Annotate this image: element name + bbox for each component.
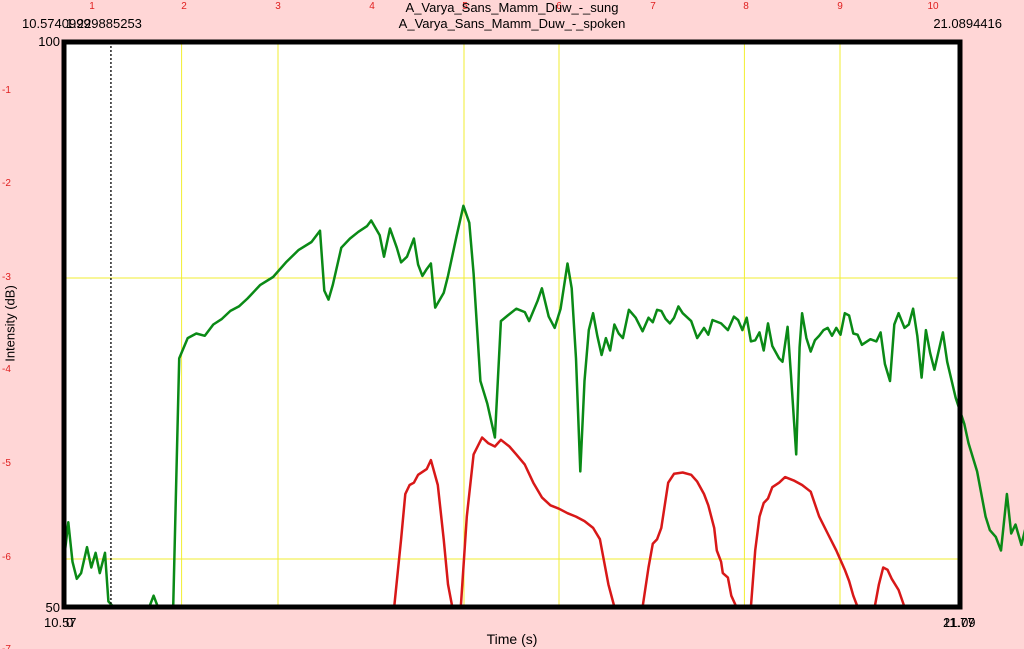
- side-tick-label: -7: [2, 644, 11, 649]
- side-tick-label: -3: [2, 272, 11, 283]
- plot-frame: [61, 39, 963, 610]
- top-tick-label: 7: [650, 1, 656, 12]
- side-tick-label: -2: [2, 178, 11, 189]
- series-layer: [62, 204, 1024, 609]
- left-start-time: 10.5740999: [22, 16, 91, 31]
- top-tick-label: 9: [837, 1, 843, 12]
- top-tick-label: 4: [369, 1, 375, 12]
- title-spoken: A_Varya_Sans_Mamm_Duw_-_spoken: [398, 16, 626, 31]
- x-tick-right-b: 11.77: [943, 615, 975, 630]
- side-tick-label: -5: [2, 458, 11, 469]
- top-tick-label: 10: [927, 1, 939, 12]
- x-tick-left-a: 10.57: [44, 615, 77, 630]
- side-tick-label: -1: [2, 85, 11, 96]
- side-tick-label: -6: [2, 552, 11, 563]
- right-end-time: 21.0894416: [933, 16, 1002, 31]
- side-red-ticks: -1 -2 -3 -4 -5 -6 -7: [2, 85, 11, 649]
- grid-lines: [64, 42, 960, 607]
- x-tick-right-a: 21.09: [943, 615, 976, 630]
- top-red-ticks: 1 2 3 4 5 6 7 8 9 10: [89, 1, 939, 12]
- series-line-spoken: [392, 436, 914, 609]
- top-tick-label: 1: [89, 1, 95, 12]
- x-tick-left-b: 0: [66, 615, 73, 630]
- series-line-sung: [62, 204, 1024, 609]
- x-axis-label: Time (s): [486, 631, 538, 647]
- top-tick-label: 8: [743, 1, 749, 12]
- top-tick-label: 6: [556, 1, 562, 12]
- left-start-time-overlap: 1.229885253: [66, 16, 142, 31]
- top-tick-label: 3: [275, 1, 281, 12]
- top-tick-label: 5: [462, 1, 468, 12]
- y-tick-top: 100: [38, 34, 60, 49]
- y-tick-bottom: 50: [46, 600, 60, 615]
- y-axis-label: Intensity (dB): [2, 285, 18, 362]
- title-sung: A_Varya_Sans_Mamm_Duw_-_sung: [405, 0, 619, 15]
- plot-area: [64, 42, 960, 607]
- top-tick-label: 2: [181, 1, 187, 12]
- side-tick-label: -4: [2, 364, 11, 375]
